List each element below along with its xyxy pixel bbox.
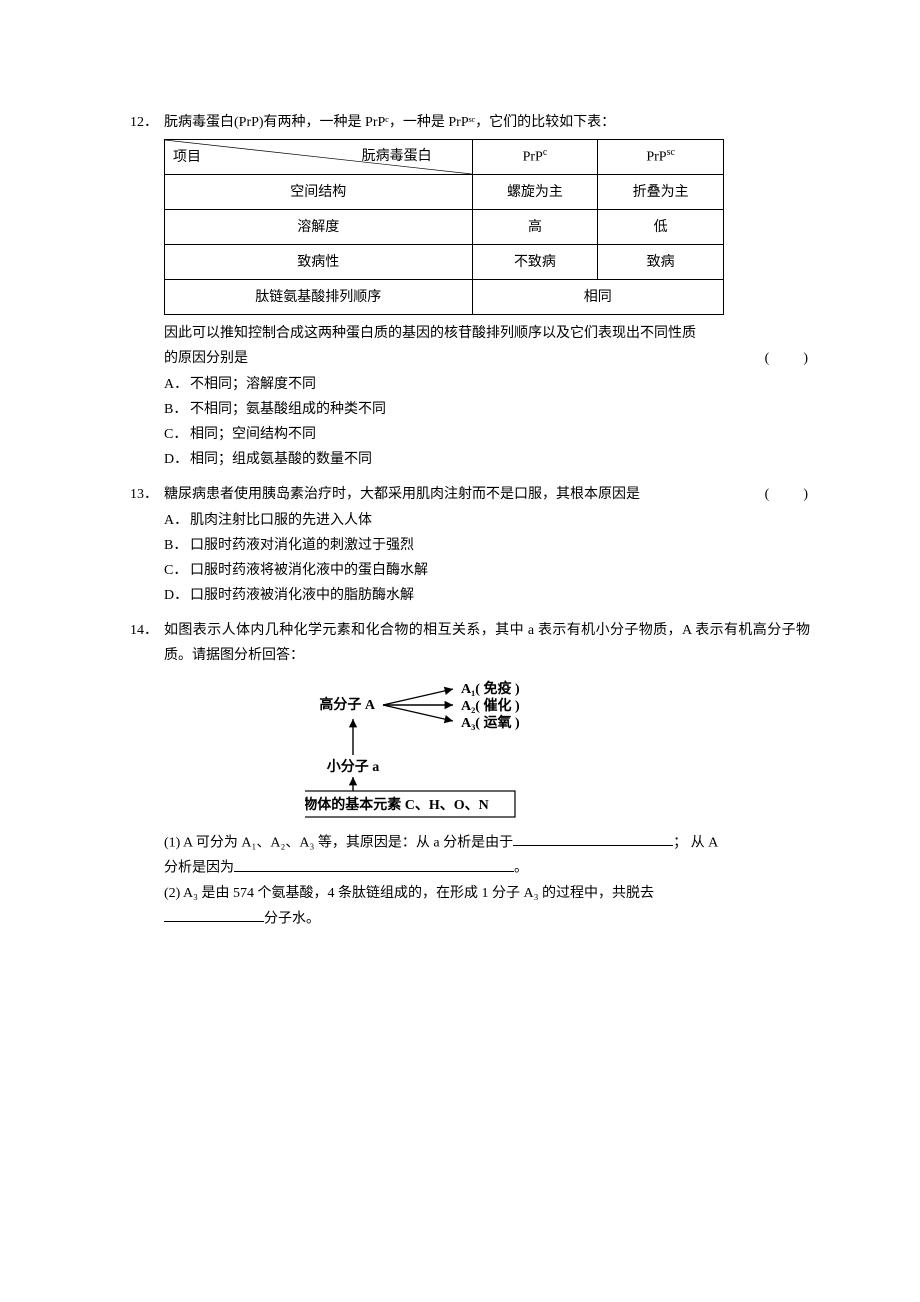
row-label: 致病性	[165, 245, 473, 280]
q12-number: 12．	[130, 110, 164, 135]
cell: 致病	[598, 245, 724, 280]
blank-line	[234, 855, 514, 871]
q12-opt-b: B．不相同；氨基酸组成的种类不同	[164, 397, 810, 422]
q13-opt-b: B．口服时药液对消化道的刺激过于强烈	[164, 533, 810, 558]
q12-table: 朊病毒蛋白 项目 PrPc PrPsc 空间结构 螺旋为主 折叠为主 溶解度 高…	[164, 139, 724, 315]
node-a3: A₃( 运氧 )	[461, 714, 520, 731]
node-a2: A₂( 催化 )	[461, 697, 520, 714]
question-13: 13． 糖尿病患者使用胰岛素治疗时，大都采用肌肉注射而不是口服，其根本原因是 (…	[130, 482, 810, 608]
node-elements: 组成生物体的基本元素 C、H、O、N	[305, 796, 489, 813]
q13-opt-a: A．肌肉注射比口服的先进入人体	[164, 508, 810, 533]
col-prpsc: PrPsc	[598, 140, 724, 175]
q12-follow2: 的原因分别是	[164, 346, 248, 371]
q14-number: 14．	[130, 618, 164, 668]
blank-line	[164, 906, 264, 922]
q13-opt-d: D．口服时药液被消化液中的脂肪酶水解	[164, 583, 810, 608]
q13-opt-c: C．口服时药液将被消化液中的蛋白酶水解	[164, 558, 810, 583]
q14-stem: 如图表示人体内几种化学元素和化合物的相互关系，其中 a 表示有机小分子物质，A …	[164, 618, 810, 668]
node-high-a: 高分子 A	[319, 696, 375, 713]
question-12: 12． 朊病毒蛋白(PrP)有两种，一种是 PrPᶜ，一种是 PrPˢᶜ，它们的…	[130, 110, 810, 472]
cell: 螺旋为主	[472, 175, 598, 210]
q12-follow1: 因此可以推知控制合成这两种蛋白质的基因的核苷酸排列顺序以及它们表现出不同性质	[164, 321, 810, 346]
row-label: 空间结构	[165, 175, 473, 210]
q14-sub1-a: (1) A 可分为 A₁、A₂、A₃ 等，其原因是：从 a 分析是由于	[164, 835, 513, 850]
q14-sub1-end: 。	[514, 861, 528, 876]
answer-paren: ( )	[765, 346, 810, 371]
diag-top-label: 朊病毒蛋白	[362, 144, 432, 169]
q14-sub2: (2) A₃ 是由 574 个氨基酸，4 条肽链组成的，在形成 1 分子 A₃ …	[164, 881, 810, 932]
q13-number: 13．	[130, 482, 164, 507]
q12-opt-d: D．相同；组成氨基酸的数量不同	[164, 447, 810, 472]
q14-sub2-a: (2) A₃ 是由 574 个氨基酸，4 条肽链组成的，在形成 1 分子 A₃ …	[164, 886, 654, 901]
question-14: 14． 如图表示人体内几种化学元素和化合物的相互关系，其中 a 表示有机小分子物…	[130, 618, 810, 931]
q14-sub1-b: ； 从 A	[673, 835, 718, 850]
cell: 不致病	[472, 245, 598, 280]
q12-follow2-line: 的原因分别是 ( )	[164, 346, 810, 371]
cell: 高	[472, 210, 598, 245]
q14-sub1: (1) A 可分为 A₁、A₂、A₃ 等，其原因是：从 a 分析是由于 ； 从 A…	[164, 830, 810, 881]
q12-opt-a: A．不相同；溶解度不同	[164, 372, 810, 397]
col-prpc: PrPc	[472, 140, 598, 175]
cell: 折叠为主	[598, 175, 724, 210]
cell: 低	[598, 210, 724, 245]
cell-merged: 相同	[472, 280, 723, 315]
blank-line	[513, 830, 673, 846]
diag-bottom-label: 项目	[173, 145, 201, 170]
node-a1: A₁( 免疫 )	[461, 680, 520, 697]
row-label: 溶解度	[165, 210, 473, 245]
q12-stem: 朊病毒蛋白(PrP)有两种，一种是 PrPᶜ，一种是 PrPˢᶜ，它们的比较如下…	[164, 110, 810, 135]
table-diag-header: 朊病毒蛋白 项目	[165, 140, 473, 175]
answer-paren: ( )	[765, 482, 810, 507]
row-label: 肽链氨基酸排列顺序	[165, 280, 473, 315]
q14-diagram: 高分子 A A₁( 免疫 ) A₂( 催化 ) A₃( 运氧 ) 小分子 a 组…	[130, 677, 810, 822]
q12-opt-c: C．相同；空间结构不同	[164, 422, 810, 447]
q14-sub2-b: 分子水。	[264, 911, 320, 926]
q13-stem: 糖尿病患者使用胰岛素治疗时，大都采用肌肉注射而不是口服，其根本原因是	[164, 482, 765, 507]
q14-sub1-c: 分析是因为	[164, 861, 234, 876]
node-small-a: 小分子 a	[327, 759, 380, 775]
